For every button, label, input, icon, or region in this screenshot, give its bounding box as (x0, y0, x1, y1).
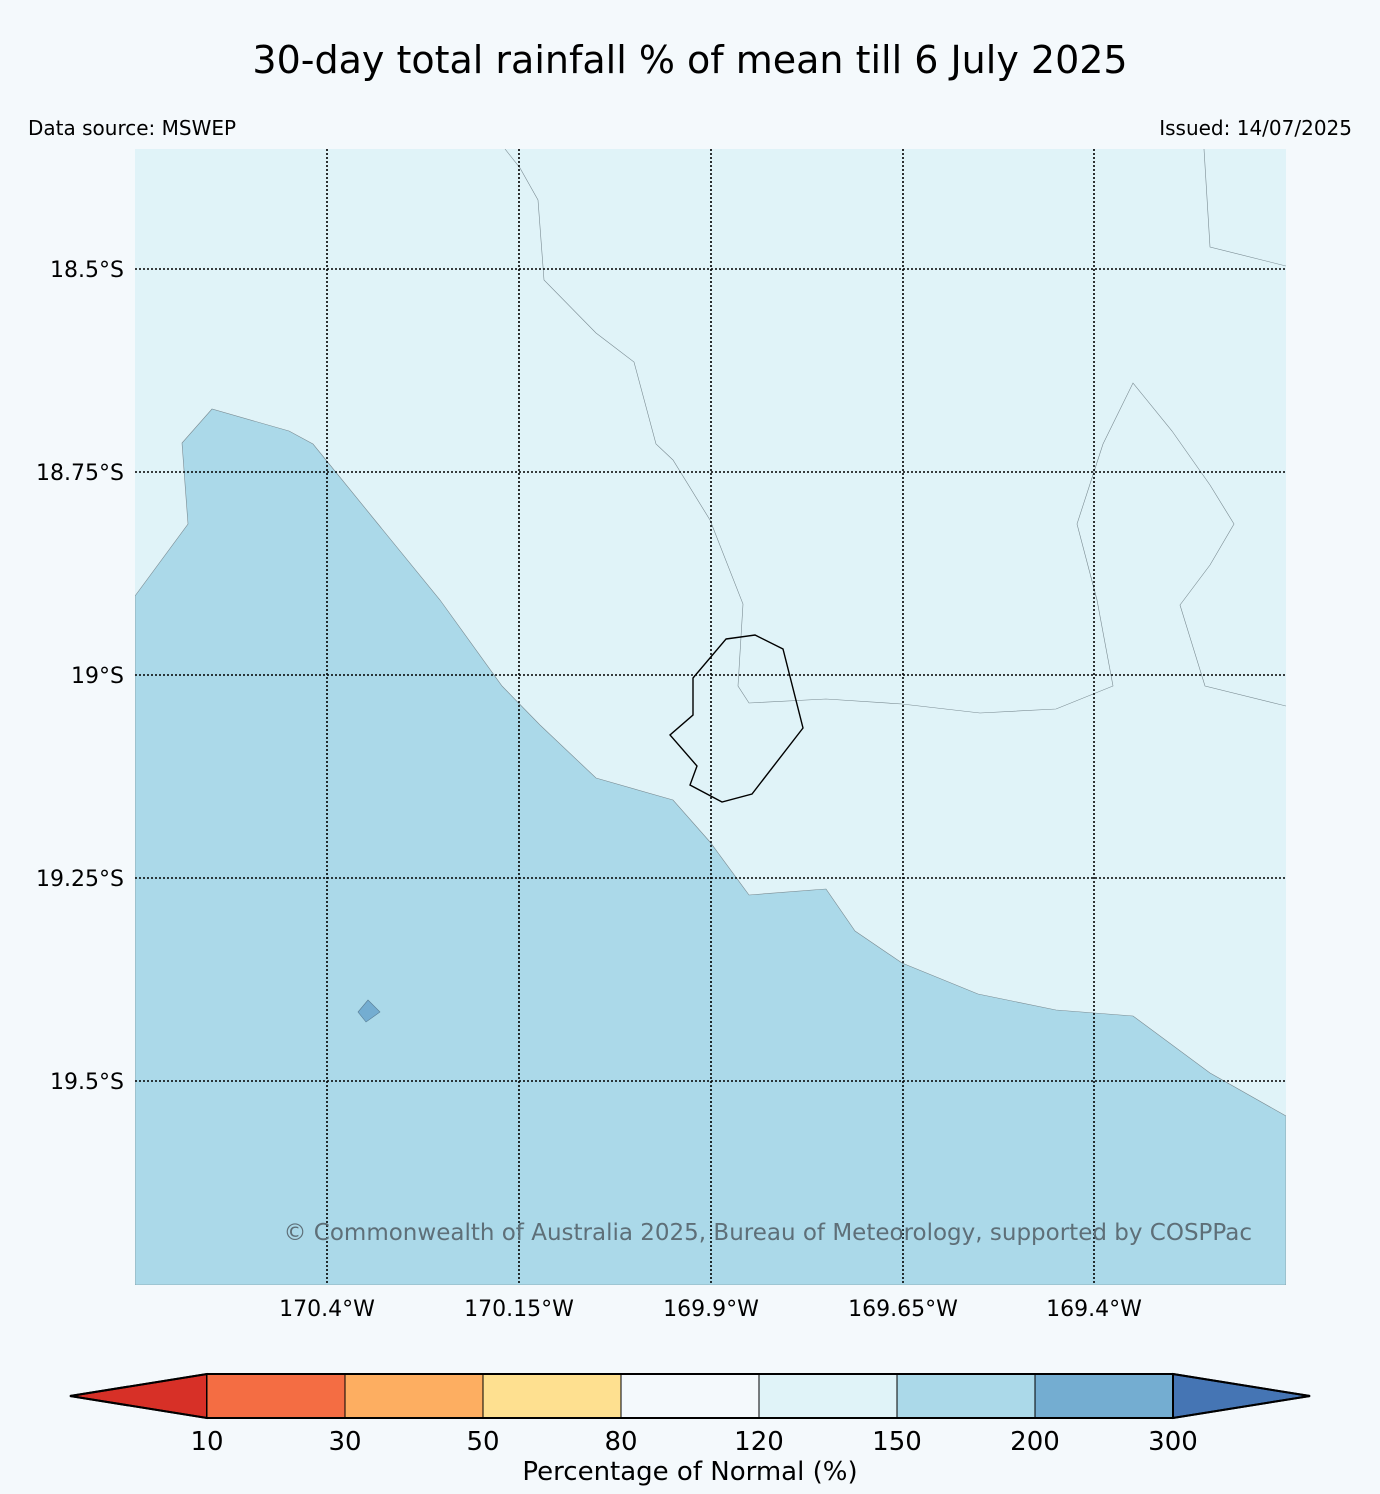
map-title: 30-day total rainfall % of mean till 6 J… (252, 38, 1128, 82)
lat-label-19-25: 19.25°S (36, 867, 124, 892)
region-200-300-patch (357, 999, 381, 1023)
colorbar-ticks: 10 30 50 80 120 150 200 300 (190, 1427, 1197, 1457)
colorbar-label: Percentage of Normal (%) (522, 1457, 857, 1487)
lat-label-18-5: 18.5°S (50, 258, 124, 283)
gridlines (135, 149, 1286, 1285)
colorbar-segment-10-30 (206, 1373, 346, 1419)
island-outline (669, 634, 804, 803)
colorbar-tick-150: 150 (872, 1427, 922, 1457)
data-source-label: Data source: MSWEP (28, 116, 237, 140)
colorbar-outline (69, 1373, 1311, 1419)
colorbar-extend-high (1172, 1372, 1311, 1420)
colorbar-extend-low (69, 1372, 208, 1420)
lat-label-18-75: 18.75°S (36, 461, 124, 486)
copyright-notice: © Commonwealth of Australia 2025, Bureau… (283, 1220, 1252, 1246)
lat-label-19-5: 19.5°S (50, 1070, 124, 1095)
map-plot-area: © Commonwealth of Australia 2025, Bureau… (135, 149, 1286, 1285)
colorbar-tick-30: 30 (328, 1427, 361, 1457)
colorbar-segment-50-80 (482, 1373, 622, 1419)
colorbar-segment-120-150 (758, 1373, 898, 1419)
latitude-labels: 18.5°S 18.75°S 19°S 19.25°S 19.5°S (36, 258, 124, 1095)
colorbar-segment-200-300 (1034, 1373, 1174, 1419)
contour-northeast-corner (1203, 149, 1286, 267)
contour-north-coast (504, 149, 1286, 714)
issued-date-label: Issued: 14/07/2025 (1159, 116, 1352, 140)
lon-label-169-65: 169.65°W (848, 1297, 958, 1322)
colorbar-segment-30-50 (344, 1373, 484, 1419)
colorbar-segment-150-200 (896, 1373, 1036, 1419)
colorbar-tick-300: 300 (1148, 1427, 1198, 1457)
colorbar-tick-50: 50 (466, 1427, 499, 1457)
colorbar-tick-200: 200 (1010, 1427, 1060, 1457)
colorbar-tick-10: 10 (190, 1427, 223, 1457)
colorbar-segment-80-120 (620, 1373, 760, 1419)
lon-label-169-4: 169.4°W (1046, 1297, 1142, 1322)
colorbar: 10 30 50 80 120 150 200 300 Percentage o… (69, 1372, 1311, 1487)
lon-label-170-4: 170.4°W (279, 1297, 375, 1322)
lon-label-169-9: 169.9°W (663, 1297, 759, 1322)
lat-label-19: 19°S (71, 664, 124, 689)
longitude-labels: 170.4°W 170.15°W 169.9°W 169.65°W 169.4°… (279, 1297, 1142, 1322)
colorbar-tick-120: 120 (734, 1427, 784, 1457)
colorbar-tick-80: 80 (604, 1427, 637, 1457)
lon-label-170-15: 170.15°W (464, 1297, 574, 1322)
